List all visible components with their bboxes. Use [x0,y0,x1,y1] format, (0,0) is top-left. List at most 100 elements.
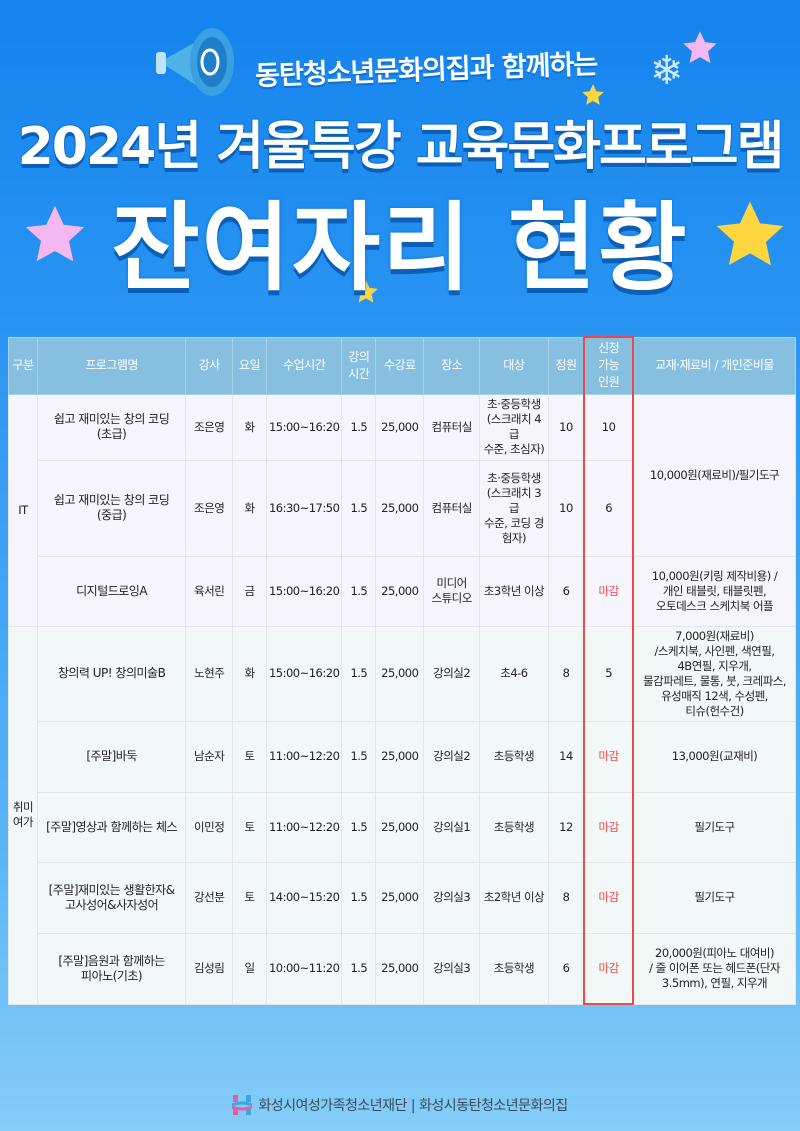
footer: 화성시여성가족청소년재단 | 화성시동탄청소년문화의집 [0,1093,800,1117]
table-header-row: 구분 프로그램명 강사 요일 수업시간 강의 시간 수강료 장소 대상 정원 신청 가능 인원 교재·… [8,336,797,395]
available-cell: 마감 [583,720,635,793]
target-cell: 초등학생 [479,720,549,793]
available-cell: 6 [583,459,635,557]
program-cell: [주말]음원과 함께하는 피아노(기초) [36,932,187,1005]
materials-cell: 13,000원(교재비) [632,720,797,793]
capacity-cell: 14 [547,720,585,793]
place-cell: 강의실3 [423,861,481,934]
place-cell: 컴퓨터실 [423,459,481,557]
capacity-cell: 8 [547,861,585,934]
column-header: 정원 [547,336,585,395]
place-cell: 강의실1 [423,791,481,863]
subtitle: 동탄청소년문화의집과 함께하는 [254,49,598,92]
day-cell: 금 [232,555,267,627]
column-header: 수업시간 [265,336,343,395]
hours-cell: 1.5 [341,393,377,461]
time-cell: 11:00~12:20 [265,791,343,863]
column-header: 수강료 [375,336,425,395]
teacher-cell: 조은영 [185,459,234,557]
category-cell: IT [8,393,38,627]
capacity-cell: 8 [547,625,585,722]
available-cell: 마감 [583,555,635,627]
available-cell: 10 [583,393,635,461]
target-cell: 초2학년 이상 [479,861,549,934]
hours-cell: 1.5 [341,625,377,722]
table-row: [주말]영상과 함께하는 체스 이민정 토 11:00~12:20 1.5 25,000 강… [9,791,797,863]
fee-cell: 25,000 [375,720,425,793]
day-cell: 토 [232,791,267,863]
available-cell: 마감 [583,861,635,934]
time-cell: 10:00~11:20 [265,932,343,1005]
time-cell: 15:00~16:20 [265,625,343,722]
day-cell: 화 [232,393,267,461]
table-row: 쉽고 재미있는 창의 코딩 (중급) 조은영 화 16:30~17:50 1.5 25,0… [9,459,796,557]
time-cell: 14:00~15:20 [265,861,343,934]
megaphone-icon [156,28,234,96]
place-cell: 강의실2 [423,625,481,722]
hours-cell: 1.5 [341,459,377,557]
available-cell: 마감 [583,932,635,1005]
page-title: 2024년 겨울특강 교육문화프로그램 [17,116,786,178]
materials-cell: 필기도구 [632,791,797,863]
place-cell: 강의실3 [423,932,481,1005]
program-cell: 디지털드로잉A [36,555,187,627]
program-cell: 쉽고 재미있는 창의 코딩 (초급) [36,393,187,461]
star-icon [582,84,604,105]
time-cell: 15:00~16:20 [265,393,343,461]
column-header: 구분 [8,336,38,395]
table-row: [주말]음원과 함께하는 피아노(기초) 김성림 일 10:00~11:20 1.5 25… [9,932,797,1005]
materials-cell: 10,000원(키링 제작비용) / 개인 태블릿, 태블릿펜, 오토데스크 스… [632,555,797,627]
available-cell: 5 [583,625,635,722]
materials-cell: 10,000원(재료비)/필기도구 [632,393,797,557]
fee-cell: 25,000 [375,932,425,1005]
table-row: 디지털드로잉A 육서린 금 15:00~16:20 1.5 25,000 미디어 스튜디오 초… [9,555,797,627]
teacher-cell: 강선분 [185,861,234,934]
foundation-logo [232,1095,253,1115]
column-header: 강의 시간 [341,336,377,395]
fee-cell: 25,000 [375,791,425,863]
category-cell: 취미 여가 [8,625,38,1005]
materials-cell: 필기도구 [632,861,797,934]
fee-cell: 25,000 [375,393,425,461]
target-cell: 초3학년 이상 [479,555,549,627]
day-cell: 화 [232,459,267,557]
target-cell: 초·중등학생 (스크래치 4급 수준, 초심자) [479,393,549,461]
day-cell: 일 [232,932,267,1005]
target-cell: 초·중등학생 (스크래치 3급 수준, 코딩 경 험자) [479,459,549,557]
capacity-cell: 6 [547,932,585,1005]
program-cell: 창의력 UP! 창의미술B [36,625,187,722]
program-cell: [주말]바둑 [36,720,187,793]
target-cell: 초등학생 [479,791,549,863]
headline: 잔여자리 현황 [111,192,689,304]
hours-cell: 1.5 [341,861,377,934]
capacity-cell: 12 [547,791,585,863]
star-icon [683,31,717,64]
table-row: IT 쉽고 재미있는 창의 코딩 (초급) 조은영 화 15:00~16:20 1.5 25… [8,393,797,627]
target-cell: 초4-6 [479,625,549,722]
available-cell: 마감 [583,791,635,863]
place-cell: 강의실2 [423,720,481,793]
fee-cell: 25,000 [375,555,425,627]
hours-cell: 1.5 [341,791,377,863]
snowflake-icon: ❄ [650,48,684,94]
table-row: 취미 여가 창의력 UP! 창의미술B 노현주 화 15:00~16:20 1.5 25,0… [8,625,797,1005]
column-header: 장소 [423,336,481,395]
program-cell: [주말]재미있는 생활한자& 고사성어&사자성어 [36,861,187,934]
column-header: 신청 가능 인원 [583,336,635,395]
target-cell: 초등학생 [479,932,549,1005]
star-icon [25,205,85,262]
teacher-cell: 조은영 [185,393,234,461]
teacher-cell: 이민정 [185,791,234,863]
hours-cell: 1.5 [341,932,377,1005]
teacher-cell: 육서린 [185,555,234,627]
day-cell: 화 [232,625,267,722]
time-cell: 11:00~12:20 [265,720,343,793]
time-cell: 16:30~17:50 [265,459,343,557]
fee-cell: 25,000 [375,459,425,557]
program-cell: [주말]영상과 함께하는 체스 [36,791,187,863]
capacity-cell: 6 [547,555,585,627]
teacher-cell: 노현주 [185,625,234,722]
column-header: 교재·재료비 / 개인준비물 [632,336,797,395]
materials-cell: 7,000원(재료비) /스케치북, 사인펜, 색연필, 4B연필, 지우개, … [632,625,797,722]
table-row: [주말]바둑 남순자 토 11:00~12:20 1.5 25,000 강의실2 초등학생 14… [9,720,797,793]
